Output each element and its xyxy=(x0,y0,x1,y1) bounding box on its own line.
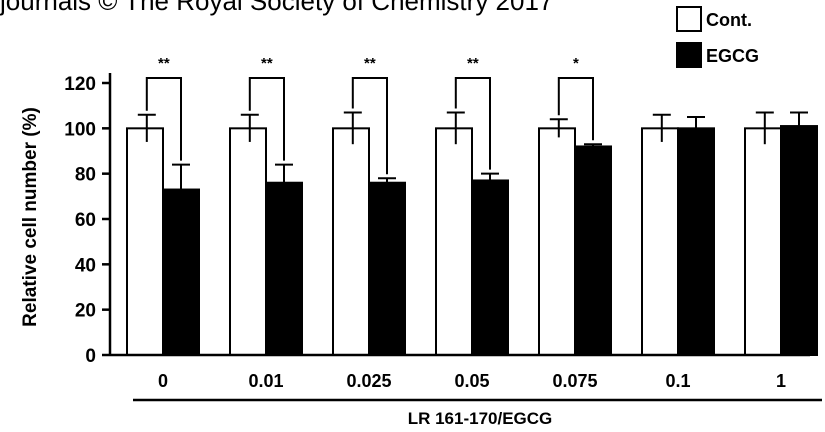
significance-bracket xyxy=(145,77,182,161)
significance-bracket xyxy=(454,77,491,170)
x-tick-label: 0.1 xyxy=(665,371,690,391)
y-tick-label: 80 xyxy=(75,165,96,186)
significance-label: ** xyxy=(158,55,170,72)
y-tick-label: 0 xyxy=(85,346,96,367)
x-tick-label: 0 xyxy=(158,371,168,391)
bar-cont xyxy=(744,127,782,356)
bars: ** ** ** ** * xyxy=(126,55,818,356)
y-axis-label: Relative cell number (%) xyxy=(20,107,41,327)
bar-egcg xyxy=(265,181,303,356)
bar-cont xyxy=(332,127,370,356)
header-text: journals © The Royal Society of Chemistr… xyxy=(0,0,554,16)
significance-bracket xyxy=(557,77,594,141)
x-tick-label: 0.075 xyxy=(552,371,597,391)
bar-egcg xyxy=(471,179,509,356)
bar-cont xyxy=(538,127,576,356)
bar-egcg xyxy=(368,181,406,356)
significance-bracket xyxy=(248,77,285,161)
bar-egcg xyxy=(162,188,200,356)
legend-swatch xyxy=(676,6,702,32)
significance-bracket xyxy=(351,77,388,175)
bar-cont xyxy=(641,127,679,356)
y-tick-label: 120 xyxy=(64,74,96,95)
y-tick-label: 20 xyxy=(75,301,96,322)
y-axis: 0 20 40 60 80 100 120 xyxy=(64,73,112,367)
x-tick-label: 0.025 xyxy=(346,371,391,391)
x-axis-label: LR 161-170/EGCG xyxy=(408,409,553,428)
legend-label: EGCG xyxy=(706,46,759,66)
bar-cont xyxy=(126,127,164,356)
y-tick-label: 60 xyxy=(75,210,96,231)
bar-egcg xyxy=(574,145,612,356)
significance-label: ** xyxy=(261,55,273,72)
bar-cont xyxy=(229,127,267,356)
bar-egcg xyxy=(780,125,818,356)
legend: Cont. EGCG xyxy=(676,6,759,68)
y-tick-label: 100 xyxy=(64,119,96,140)
significance-label: * xyxy=(573,55,579,72)
bar-egcg xyxy=(677,127,715,356)
bar-cont xyxy=(435,127,473,356)
x-tick-label: 0.01 xyxy=(248,371,283,391)
legend-swatch xyxy=(676,42,702,68)
x-axis: 0 0.01 0.025 0.05 0.075 0.1 1 xyxy=(110,353,822,402)
x-tick-label: 0.05 xyxy=(454,371,489,391)
legend-label: Cont. xyxy=(706,10,752,30)
x-tick-label: 1 xyxy=(776,371,786,391)
significance-label: ** xyxy=(467,55,479,72)
significance-label: ** xyxy=(364,55,376,72)
y-tick-label: 40 xyxy=(75,255,96,276)
